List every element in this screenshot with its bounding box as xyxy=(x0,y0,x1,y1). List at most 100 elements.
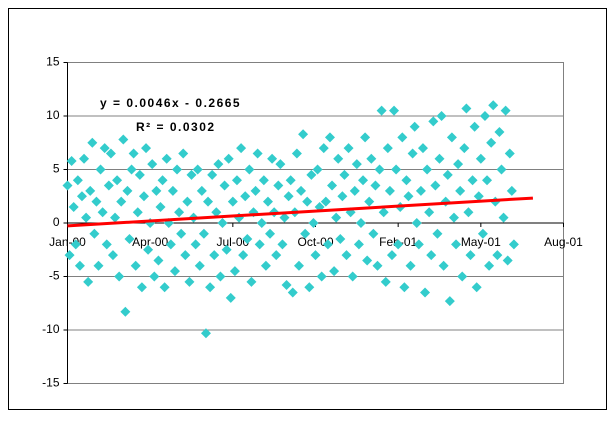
point xyxy=(500,105,511,116)
point xyxy=(153,255,164,266)
point xyxy=(473,191,484,202)
point xyxy=(83,276,94,287)
point xyxy=(93,260,104,271)
point xyxy=(298,129,309,140)
point xyxy=(374,164,385,175)
point xyxy=(91,196,102,207)
point xyxy=(438,260,449,271)
point xyxy=(477,228,488,239)
point xyxy=(240,191,251,202)
point xyxy=(296,185,307,196)
point xyxy=(246,276,257,287)
point xyxy=(331,212,342,223)
point xyxy=(180,250,191,261)
point xyxy=(358,175,369,186)
point xyxy=(271,250,282,261)
point xyxy=(64,250,75,261)
point xyxy=(279,212,290,223)
point xyxy=(424,207,435,218)
point xyxy=(134,169,145,180)
point xyxy=(124,234,135,245)
point xyxy=(461,103,472,114)
point xyxy=(399,282,410,293)
point xyxy=(76,191,87,202)
point xyxy=(310,250,321,261)
point xyxy=(161,153,172,164)
point xyxy=(97,207,108,218)
point xyxy=(281,280,292,291)
point xyxy=(482,175,493,186)
point xyxy=(215,271,226,282)
point xyxy=(467,175,478,186)
point xyxy=(285,175,296,186)
point xyxy=(492,250,503,261)
point xyxy=(200,328,211,339)
point xyxy=(455,185,466,196)
point xyxy=(196,185,207,196)
x-tick-label: May-01 xyxy=(461,235,501,249)
point xyxy=(355,218,366,228)
point xyxy=(116,196,127,207)
point xyxy=(143,244,154,255)
point xyxy=(114,271,125,282)
point xyxy=(118,134,129,145)
point xyxy=(132,207,143,218)
point xyxy=(370,180,381,191)
point xyxy=(436,111,447,121)
point xyxy=(448,212,459,223)
x-tick-label: Jul-00 xyxy=(216,235,249,249)
point xyxy=(508,239,519,250)
point xyxy=(320,196,331,207)
point xyxy=(190,239,201,250)
point xyxy=(306,169,317,180)
point xyxy=(434,153,445,164)
point xyxy=(141,143,152,154)
point xyxy=(498,212,509,223)
point xyxy=(62,180,73,191)
point xyxy=(366,153,377,164)
point xyxy=(380,276,391,287)
trend-equation: y = 0.0046x - 0.2665 xyxy=(100,96,241,110)
point xyxy=(211,207,222,218)
point xyxy=(343,143,354,154)
point xyxy=(413,239,424,250)
point xyxy=(207,169,218,180)
point xyxy=(444,296,455,307)
point xyxy=(411,218,422,228)
point xyxy=(496,164,507,175)
point xyxy=(407,148,418,159)
point xyxy=(203,196,214,207)
point xyxy=(262,196,273,207)
point xyxy=(74,260,85,271)
point xyxy=(265,228,276,239)
y-tick-label: 10 xyxy=(46,108,60,122)
point xyxy=(479,111,490,121)
point xyxy=(99,143,110,154)
point xyxy=(101,239,112,250)
point xyxy=(324,132,335,143)
point xyxy=(147,159,158,170)
point xyxy=(174,207,185,218)
point xyxy=(327,180,338,191)
point xyxy=(360,132,371,143)
point xyxy=(136,282,147,293)
point xyxy=(236,143,247,154)
point xyxy=(176,228,187,239)
point xyxy=(293,260,304,271)
point xyxy=(273,180,284,191)
point xyxy=(322,239,333,250)
point xyxy=(386,250,397,261)
point xyxy=(172,164,183,175)
point xyxy=(432,228,443,239)
point xyxy=(151,185,162,196)
point xyxy=(112,175,123,186)
point xyxy=(87,137,98,148)
point xyxy=(254,239,265,250)
point xyxy=(333,153,344,164)
trendline xyxy=(67,196,534,228)
point xyxy=(341,250,352,261)
point xyxy=(72,175,83,186)
point xyxy=(89,228,100,239)
point xyxy=(157,175,168,186)
